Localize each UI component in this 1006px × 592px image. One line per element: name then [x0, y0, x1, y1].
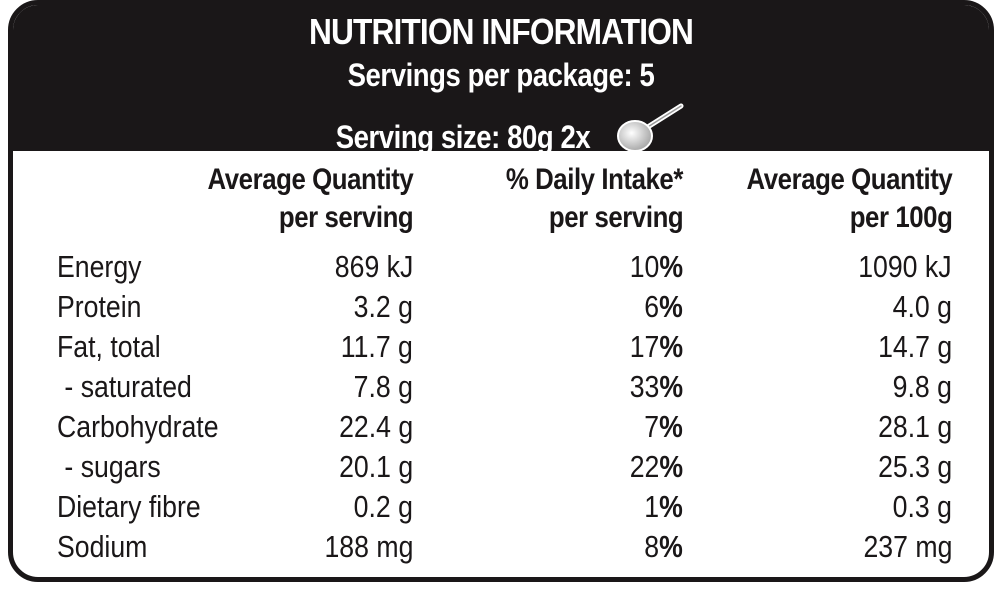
- protein-per-serving: 3.2 g: [353, 289, 413, 324]
- sugars-per-serving: 20.1 g: [338, 449, 413, 484]
- fat-total-per-100g: 14.7 g: [877, 329, 952, 364]
- nutrient-energy: Energy: [57, 249, 142, 284]
- carbohydrate-per-serving: 22.4 g: [338, 409, 413, 444]
- nutrient-dietary-fibre: Dietary fibre: [57, 489, 201, 524]
- nutrient-sugars: - sugars: [57, 449, 161, 484]
- carbohydrate-daily-intake: 7%: [644, 409, 683, 444]
- col-header-daily-intake-line2: per serving: [548, 201, 684, 234]
- dietary-fibre-daily-intake: 1%: [644, 489, 683, 524]
- sugars-daily-intake: 22%: [629, 449, 683, 484]
- fat-total-daily-intake: 17%: [629, 329, 683, 364]
- col-header-per-serving-line2: per serving: [278, 201, 414, 234]
- spoon-icon: [617, 103, 684, 152]
- saturated-per-serving: 7.8 g: [353, 369, 413, 404]
- nutrition-header: NUTRITION INFORMATION Servings per packa…: [13, 5, 989, 155]
- energy-per-100g: 1090 kJ: [858, 249, 952, 284]
- sodium-per-serving: 188 mg: [324, 529, 413, 564]
- nutrient-sodium: Sodium: [57, 529, 148, 564]
- carbohydrate-per-100g: 28.1 g: [877, 409, 952, 444]
- dietary-fibre-per-100g: 0.3 g: [892, 489, 952, 524]
- saturated-daily-intake: 33%: [629, 369, 683, 404]
- nutrient-protein: Protein: [57, 289, 142, 324]
- nutrition-panel: NUTRITION INFORMATION Servings per packa…: [8, 0, 994, 582]
- energy-daily-intake: 10%: [629, 249, 683, 284]
- nutrient-fat-total: Fat, total: [57, 329, 161, 364]
- col-header-per-100g-line2: per 100g: [849, 201, 952, 234]
- dietary-fibre-per-serving: 0.2 g: [353, 489, 413, 524]
- serving-size-line: Serving size: 80g 2x: [13, 102, 989, 158]
- saturated-per-100g: 9.8 g: [892, 369, 952, 404]
- sodium-per-100g: 237 mg: [863, 529, 952, 564]
- nutrient-saturated: - saturated: [57, 369, 192, 404]
- col-header-per-100g-line1: Average Quantity: [746, 163, 952, 196]
- serving-size: Serving size: 80g 2x: [335, 119, 591, 155]
- panel-title: NUTRITION INFORMATION: [309, 11, 694, 52]
- energy-per-serving: 869 kJ: [334, 249, 413, 284]
- sugars-per-100g: 25.3 g: [877, 449, 952, 484]
- col-header-per-serving-line1: Average Quantity: [207, 163, 413, 196]
- nutrient-carbohydrate: Carbohydrate: [57, 409, 219, 444]
- protein-daily-intake: 6%: [644, 289, 683, 324]
- col-header-daily-intake-line1: % Daily Intake*: [505, 163, 684, 196]
- servings-per-package: Servings per package: 5: [347, 57, 655, 93]
- protein-per-100g: 4.0 g: [892, 289, 952, 324]
- fat-total-per-serving: 11.7 g: [340, 329, 413, 364]
- sodium-daily-intake: 8%: [644, 529, 683, 564]
